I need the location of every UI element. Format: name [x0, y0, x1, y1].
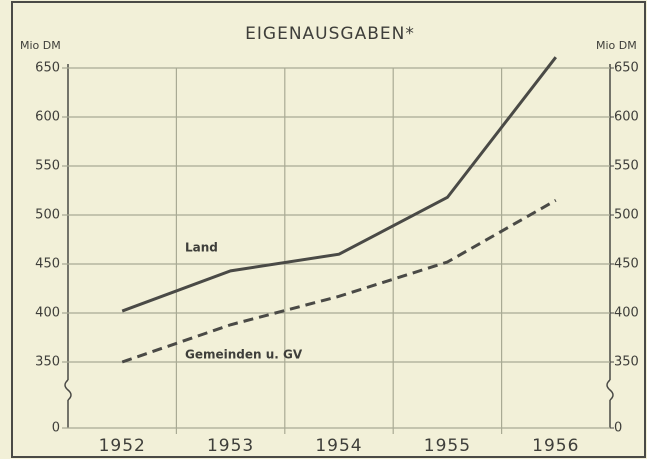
y-tick-label: 0: [52, 421, 60, 436]
x-tick-label: 1953: [207, 436, 254, 456]
y2-tick-label: 450: [614, 257, 639, 272]
y-tick-label: 500: [35, 208, 60, 223]
series-label: Gemeinden u. GV: [185, 348, 303, 362]
x-tick-label: 1956: [532, 436, 579, 456]
y-tick-label: 600: [35, 110, 60, 125]
y2-tick-label: 600: [614, 110, 639, 125]
y-tick-label: 400: [35, 306, 60, 321]
axis-break: [64, 379, 72, 401]
y2-tick-label: 650: [614, 61, 639, 76]
y-tick-label: 550: [35, 159, 60, 174]
y2-tick-label: 350: [614, 355, 639, 370]
y2-tick-label: 550: [614, 159, 639, 174]
y2-tick-label: 500: [614, 208, 639, 223]
line-series: [121, 198, 557, 364]
y-axis-label: Mio DM: [20, 39, 61, 52]
axis-break: [606, 379, 614, 401]
chart-title: EIGENAUSGABEN*: [245, 24, 415, 44]
y-tick-label: 450: [35, 257, 60, 272]
y-tick-label: 650: [35, 61, 60, 76]
x-tick-label: 1952: [99, 436, 146, 456]
frame: [11, 1, 646, 458]
x-tick-label: 1955: [424, 436, 471, 456]
y2-tick-label: 400: [614, 306, 639, 321]
x-tick-label: 1954: [315, 436, 362, 456]
y-tick-label: 350: [35, 355, 60, 370]
y2-tick-label: 0: [614, 421, 622, 436]
line-series: [121, 56, 557, 313]
y2-axis-label: Mio DM: [596, 39, 637, 52]
series-label: Land: [185, 241, 218, 255]
